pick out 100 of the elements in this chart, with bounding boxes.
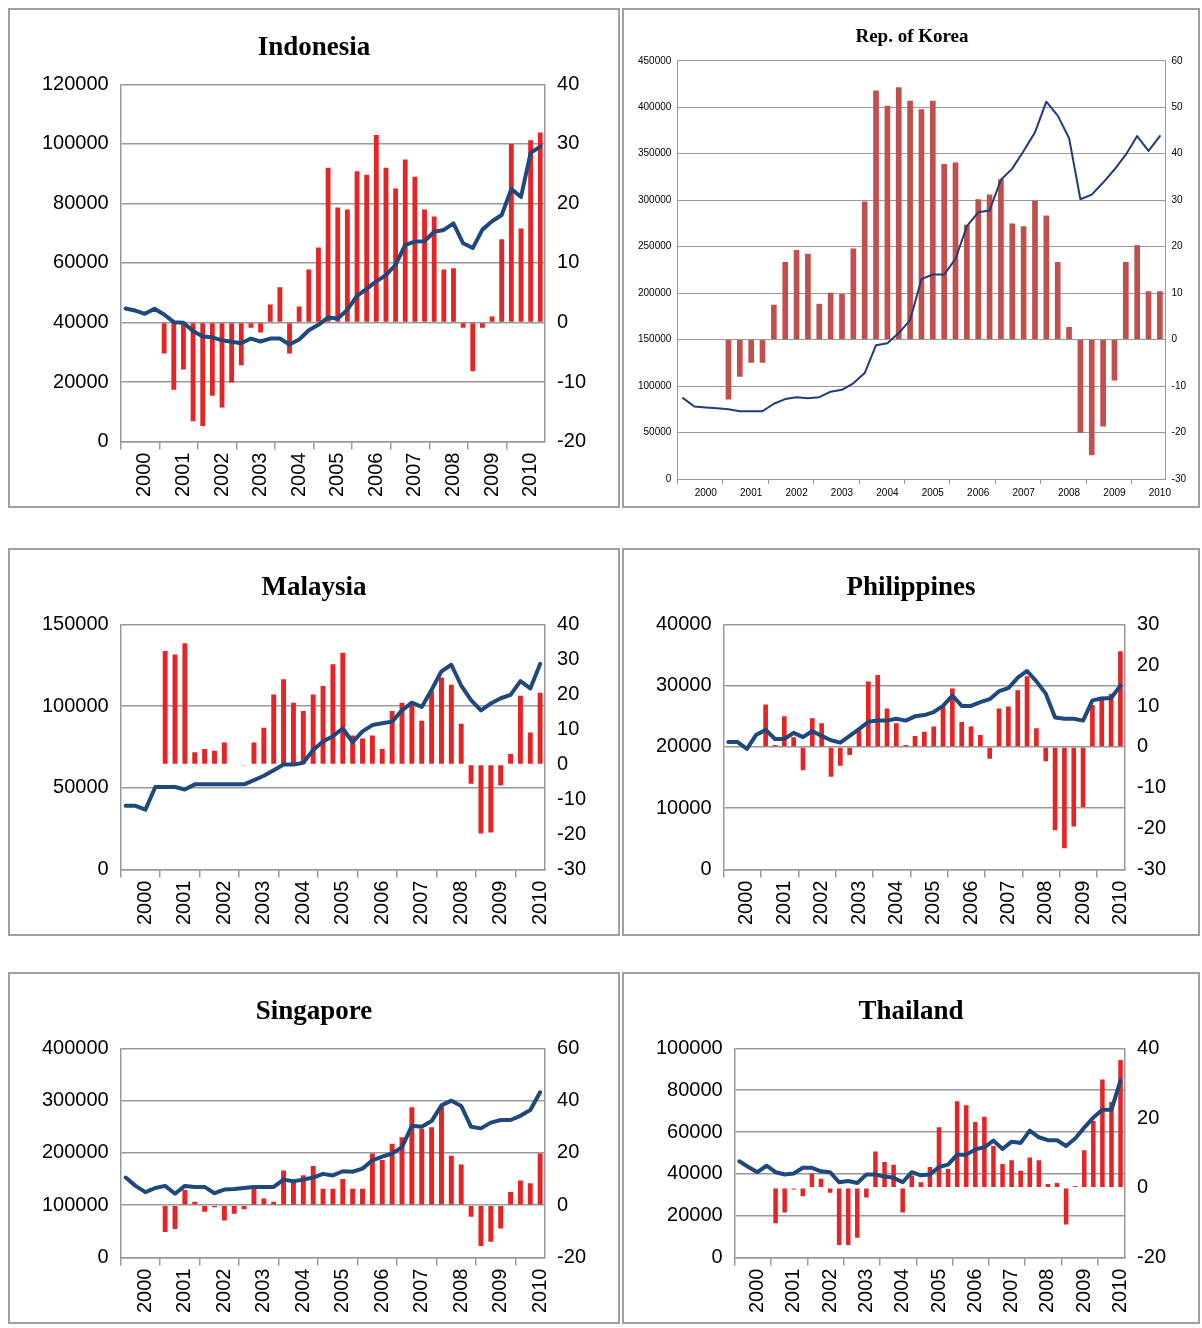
bar bbox=[1081, 1150, 1087, 1188]
y-tick-label: 40000 bbox=[53, 309, 109, 332]
bar bbox=[1066, 327, 1072, 340]
bar bbox=[941, 163, 947, 340]
bar bbox=[364, 174, 370, 322]
x-tick-label: 2000 bbox=[132, 1268, 155, 1314]
y-tick-label: 60000 bbox=[53, 250, 109, 273]
bar bbox=[267, 304, 273, 322]
bar bbox=[837, 747, 843, 766]
bar bbox=[306, 269, 312, 322]
y2-tick-label: 30 bbox=[557, 646, 580, 669]
bar bbox=[431, 216, 437, 322]
chart-title: Indonesia bbox=[257, 31, 371, 62]
bar bbox=[1043, 747, 1049, 762]
y2-tick-label: 10 bbox=[557, 716, 580, 739]
bar bbox=[458, 723, 464, 764]
y-tick-label: 20000 bbox=[667, 1203, 723, 1226]
bar bbox=[290, 702, 296, 764]
y2-tick-label: 0 bbox=[1137, 734, 1149, 757]
bar bbox=[468, 765, 474, 784]
bar bbox=[277, 287, 283, 322]
bar bbox=[805, 253, 811, 340]
x-tick-label: 2009 bbox=[479, 452, 502, 498]
bar bbox=[922, 731, 927, 747]
x-tick-label: 2009 bbox=[488, 880, 511, 926]
y2-tick-label: 60 bbox=[1171, 54, 1184, 66]
x-tick-label: 2007 bbox=[1012, 486, 1036, 498]
bar bbox=[791, 737, 796, 747]
bar bbox=[221, 1205, 227, 1221]
y2-tick-label: 20 bbox=[1137, 652, 1160, 675]
y2-tick-label: -20 bbox=[1137, 816, 1166, 839]
bar bbox=[782, 262, 789, 340]
y2-tick-label: 0 bbox=[557, 1192, 569, 1215]
x-tick-label: 2007 bbox=[409, 880, 432, 926]
bar bbox=[488, 1205, 494, 1242]
x-tick-label: 2001 bbox=[781, 1268, 804, 1314]
y-tick-label: 300000 bbox=[41, 1088, 109, 1111]
bar bbox=[748, 340, 754, 363]
bar bbox=[900, 1188, 905, 1213]
x-tick-label: 2005 bbox=[921, 880, 944, 926]
y2-tick-label: -20 bbox=[557, 1245, 586, 1268]
bar bbox=[468, 1205, 474, 1217]
bar bbox=[389, 1143, 395, 1205]
bar bbox=[251, 1188, 257, 1205]
bar bbox=[987, 747, 993, 759]
y-tick-label: 200000 bbox=[637, 286, 672, 298]
y2-tick-label: -20 bbox=[1137, 1245, 1166, 1268]
bar bbox=[909, 1175, 915, 1188]
y-tick-label: 0 bbox=[700, 857, 712, 880]
x-tick-label: 2009 bbox=[488, 1268, 511, 1314]
bar bbox=[973, 1121, 978, 1188]
x-tick-label: 2010 bbox=[1108, 1268, 1131, 1314]
bar bbox=[419, 1128, 425, 1205]
x-tick-label: 2005 bbox=[330, 1268, 353, 1314]
x-tick-label: 2000 bbox=[734, 880, 757, 926]
x-tick-label: 2009 bbox=[1071, 1268, 1094, 1314]
bar bbox=[1118, 1059, 1123, 1188]
bar bbox=[1000, 1164, 1005, 1188]
y-tick-label: 80000 bbox=[53, 190, 109, 213]
bar bbox=[200, 323, 206, 427]
y2-tick-label: -20 bbox=[557, 822, 586, 845]
bar bbox=[340, 652, 346, 764]
bar bbox=[171, 323, 177, 390]
bar bbox=[229, 323, 235, 383]
bar bbox=[1006, 706, 1011, 747]
y2-tick-label: 20 bbox=[557, 681, 580, 704]
bar bbox=[964, 224, 970, 340]
y2-tick-label: 60 bbox=[557, 1035, 580, 1058]
x-tick-label: 2005 bbox=[921, 486, 945, 498]
bar bbox=[929, 100, 936, 340]
y-tick-label: 10000 bbox=[655, 795, 712, 818]
x-tick-label: 2002 bbox=[209, 452, 232, 498]
bar bbox=[1009, 1160, 1014, 1188]
x-tick-label: 2002 bbox=[211, 1268, 234, 1314]
x-tick-label: 2007 bbox=[402, 452, 425, 498]
bar bbox=[350, 1188, 356, 1205]
bar bbox=[773, 1188, 778, 1224]
bar bbox=[340, 1179, 346, 1205]
bar bbox=[1015, 690, 1021, 747]
bar bbox=[379, 1160, 385, 1205]
x-tick-label: 2007 bbox=[995, 880, 1018, 926]
bar bbox=[479, 323, 485, 328]
y2-tick-label: 50 bbox=[1171, 101, 1184, 113]
bar bbox=[261, 727, 267, 764]
y-tick-label: 50000 bbox=[643, 426, 672, 438]
bar bbox=[192, 752, 198, 764]
bar bbox=[369, 735, 375, 764]
x-tick-label: 2001 bbox=[172, 1268, 195, 1314]
y2-tick-label: 20 bbox=[1137, 1105, 1160, 1128]
y2-tick-label: 10 bbox=[1171, 286, 1184, 298]
x-tick-label: 2005 bbox=[325, 452, 348, 498]
bar bbox=[1018, 1170, 1023, 1188]
bar bbox=[261, 1198, 267, 1205]
bar bbox=[202, 749, 208, 764]
y-tick-label: 30000 bbox=[655, 673, 712, 696]
bar bbox=[508, 753, 514, 764]
x-tick-label: 2000 bbox=[132, 452, 155, 498]
y-tick-label: 0 bbox=[97, 857, 109, 880]
bar bbox=[1027, 1157, 1033, 1188]
bar bbox=[959, 722, 965, 747]
